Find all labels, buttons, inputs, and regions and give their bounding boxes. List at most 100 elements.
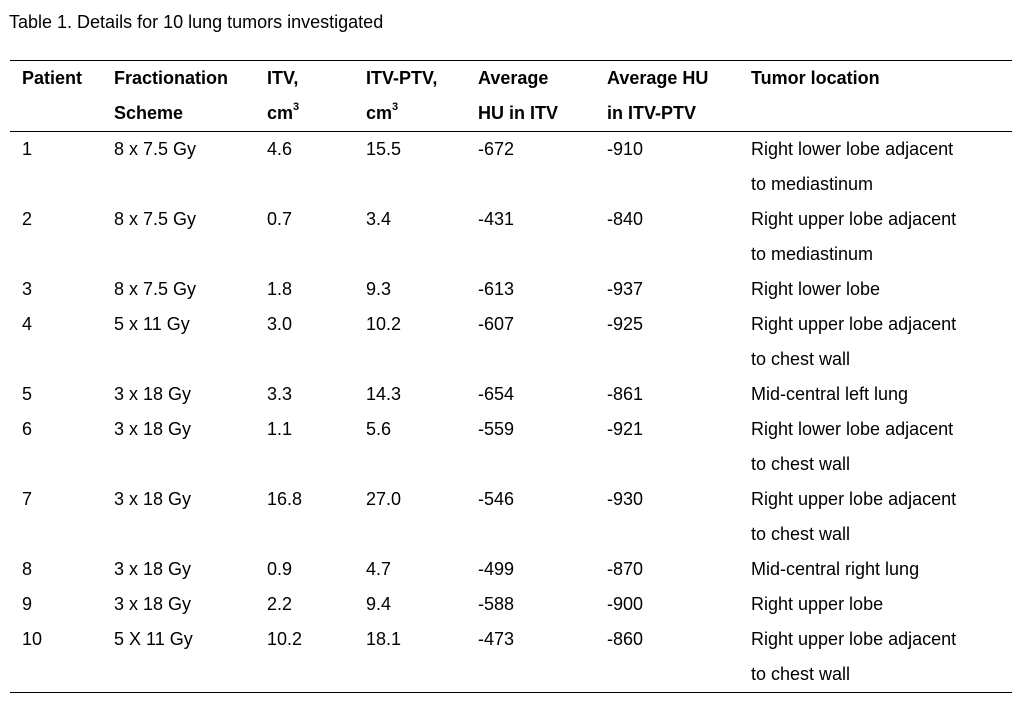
cell-value: -910 bbox=[607, 139, 644, 159]
cell-average-hu-itv-ptv: -921 bbox=[595, 412, 739, 482]
cell-value: -499 bbox=[478, 559, 515, 579]
cell-itv-ptv: 14.3 bbox=[354, 377, 466, 412]
cell-average-hu-itv-ptv: -860 bbox=[595, 622, 739, 693]
header-line: Tumor location bbox=[751, 68, 880, 88]
location-line: to mediastinum bbox=[751, 244, 874, 264]
tumor-details-table: Patient Fractionation Scheme ITV, cm3 IT… bbox=[10, 60, 1012, 693]
unit-superscript: 3 bbox=[392, 101, 399, 113]
cell-average-hu-itv: -607 bbox=[466, 307, 595, 377]
cell-itv-ptv: 15.5 bbox=[354, 132, 466, 203]
cell-value: 10.2 bbox=[366, 314, 402, 334]
cell-value: 9.4 bbox=[366, 594, 392, 614]
cell-itv-ptv: 3.4 bbox=[354, 202, 466, 272]
cell-tumor-location: Right lower lobe adjacent to mediastinum bbox=[739, 132, 1012, 203]
cell-value: 0.7 bbox=[267, 209, 293, 229]
cell-value: -588 bbox=[478, 594, 515, 614]
cell-tumor-location: Right upper lobe adjacent to chest wall bbox=[739, 622, 1012, 693]
cell-patient: 5 bbox=[10, 377, 102, 412]
header-average-hu-itv-ptv: Average HU in ITV-PTV bbox=[595, 60, 739, 132]
table-row: 8 3 x 18 Gy 0.9 4.7 -499 -870 Mid-central righ… bbox=[10, 552, 1012, 587]
cell-value: 8 bbox=[22, 559, 33, 579]
cell-value: 3 x 18 Gy bbox=[114, 559, 192, 579]
location-line: to mediastinum bbox=[751, 174, 874, 194]
cell-value: 3 bbox=[22, 279, 33, 299]
header-itv: ITV, cm3 bbox=[255, 60, 354, 132]
cell-tumor-location: Right lower lobe adjacent to chest wall bbox=[739, 412, 1012, 482]
cell-itv-ptv: 4.7 bbox=[354, 552, 466, 587]
cell-itv: 10.2 bbox=[255, 622, 354, 693]
cell-average-hu-itv-ptv: -930 bbox=[595, 482, 739, 552]
cell-fractionation-scheme: 8 x 7.5 Gy bbox=[102, 132, 255, 203]
cell-patient: 1 bbox=[10, 132, 102, 203]
cell-value: -925 bbox=[607, 314, 644, 334]
table-row: 7 3 x 18 Gy 16.8 27.0 -546 -930 Right upper lo… bbox=[10, 482, 1012, 552]
cell-patient: 7 bbox=[10, 482, 102, 552]
table-row: 3 8 x 7.5 Gy 1.8 9.3 -613 -937 Right lower lob… bbox=[10, 272, 1012, 307]
cell-fractionation-scheme: 5 X 11 Gy bbox=[102, 622, 255, 693]
header-itv-ptv: ITV-PTV, cm3 bbox=[354, 60, 466, 132]
cell-value: -431 bbox=[478, 209, 515, 229]
cell-itv: 1.8 bbox=[255, 272, 354, 307]
cell-value: 4.6 bbox=[267, 139, 293, 159]
location-line: to chest wall bbox=[751, 664, 851, 684]
cell-fractionation-scheme: 3 x 18 Gy bbox=[102, 552, 255, 587]
cell-itv: 0.9 bbox=[255, 552, 354, 587]
header-line: ITV-PTV, bbox=[366, 68, 438, 88]
header-line: HU in ITV bbox=[478, 103, 558, 123]
cell-value: 10.2 bbox=[267, 629, 303, 649]
cell-value: -930 bbox=[607, 489, 644, 509]
cell-itv: 1.1 bbox=[255, 412, 354, 482]
cell-itv: 3.0 bbox=[255, 307, 354, 377]
unit-text: cm bbox=[366, 103, 393, 123]
cell-fractionation-scheme: 5 x 11 Gy bbox=[102, 307, 255, 377]
cell-patient: 6 bbox=[10, 412, 102, 482]
location-line: Right lower lobe adjacent bbox=[751, 419, 954, 439]
cell-tumor-location: Right upper lobe adjacent to mediastinum bbox=[739, 202, 1012, 272]
cell-itv-ptv: 9.4 bbox=[354, 587, 466, 622]
cell-value: -546 bbox=[478, 489, 515, 509]
cell-itv: 0.7 bbox=[255, 202, 354, 272]
cell-average-hu-itv: -672 bbox=[466, 132, 595, 203]
cell-patient: 8 bbox=[10, 552, 102, 587]
cell-patient: 10 bbox=[10, 622, 102, 693]
cell-value: 2 bbox=[22, 209, 33, 229]
cell-value: 27.0 bbox=[366, 489, 402, 509]
cell-itv-ptv: 18.1 bbox=[354, 622, 466, 693]
cell-itv: 2.2 bbox=[255, 587, 354, 622]
cell-value: 1.8 bbox=[267, 279, 293, 299]
location-line: Right upper lobe adjacent bbox=[751, 629, 957, 649]
cell-fractionation-scheme: 3 x 18 Gy bbox=[102, 482, 255, 552]
cell-value: 6 bbox=[22, 419, 33, 439]
cell-value: 1 bbox=[22, 139, 33, 159]
cell-tumor-location: Right lower lobe bbox=[739, 272, 1012, 307]
cell-value: 18.1 bbox=[366, 629, 402, 649]
cell-tumor-location: Mid-central right lung bbox=[739, 552, 1012, 587]
cell-fractionation-scheme: 3 x 18 Gy bbox=[102, 412, 255, 482]
cell-average-hu-itv-ptv: -840 bbox=[595, 202, 739, 272]
cell-value: 3.0 bbox=[267, 314, 293, 334]
cell-average-hu-itv-ptv: -910 bbox=[595, 132, 739, 203]
cell-average-hu-itv-ptv: -861 bbox=[595, 377, 739, 412]
unit-superscript: 3 bbox=[293, 101, 300, 113]
cell-value: 5 x 11 Gy bbox=[114, 314, 190, 334]
cell-average-hu-itv-ptv: -900 bbox=[595, 587, 739, 622]
table-row: 6 3 x 18 Gy 1.1 5.6 -559 -921 Right lower lobe… bbox=[10, 412, 1012, 482]
cell-value: -840 bbox=[607, 209, 644, 229]
cell-tumor-location: Right upper lobe adjacent to chest wall bbox=[739, 307, 1012, 377]
cell-itv: 4.6 bbox=[255, 132, 354, 203]
cell-value: -672 bbox=[478, 139, 515, 159]
cell-value: 3 x 18 Gy bbox=[114, 594, 192, 614]
cell-value: 5 bbox=[22, 384, 33, 404]
location-line: Right upper lobe adjacent bbox=[751, 489, 957, 509]
cell-value: 15.5 bbox=[366, 139, 402, 159]
cell-average-hu-itv: -613 bbox=[466, 272, 595, 307]
cell-itv-ptv: 5.6 bbox=[354, 412, 466, 482]
header-line: ITV, bbox=[267, 68, 299, 88]
table-row: 1 8 x 7.5 Gy 4.6 15.5 -672 -910 Right lower lo… bbox=[10, 132, 1012, 203]
table-row: 4 5 x 11 Gy 3.0 10.2 -607 -925 Right upper lob… bbox=[10, 307, 1012, 377]
header-line: in ITV-PTV bbox=[607, 103, 697, 123]
cell-value: 3.3 bbox=[267, 384, 293, 404]
cell-itv: 16.8 bbox=[255, 482, 354, 552]
cell-value: 4.7 bbox=[366, 559, 392, 579]
header-line: Fractionation bbox=[114, 68, 229, 88]
